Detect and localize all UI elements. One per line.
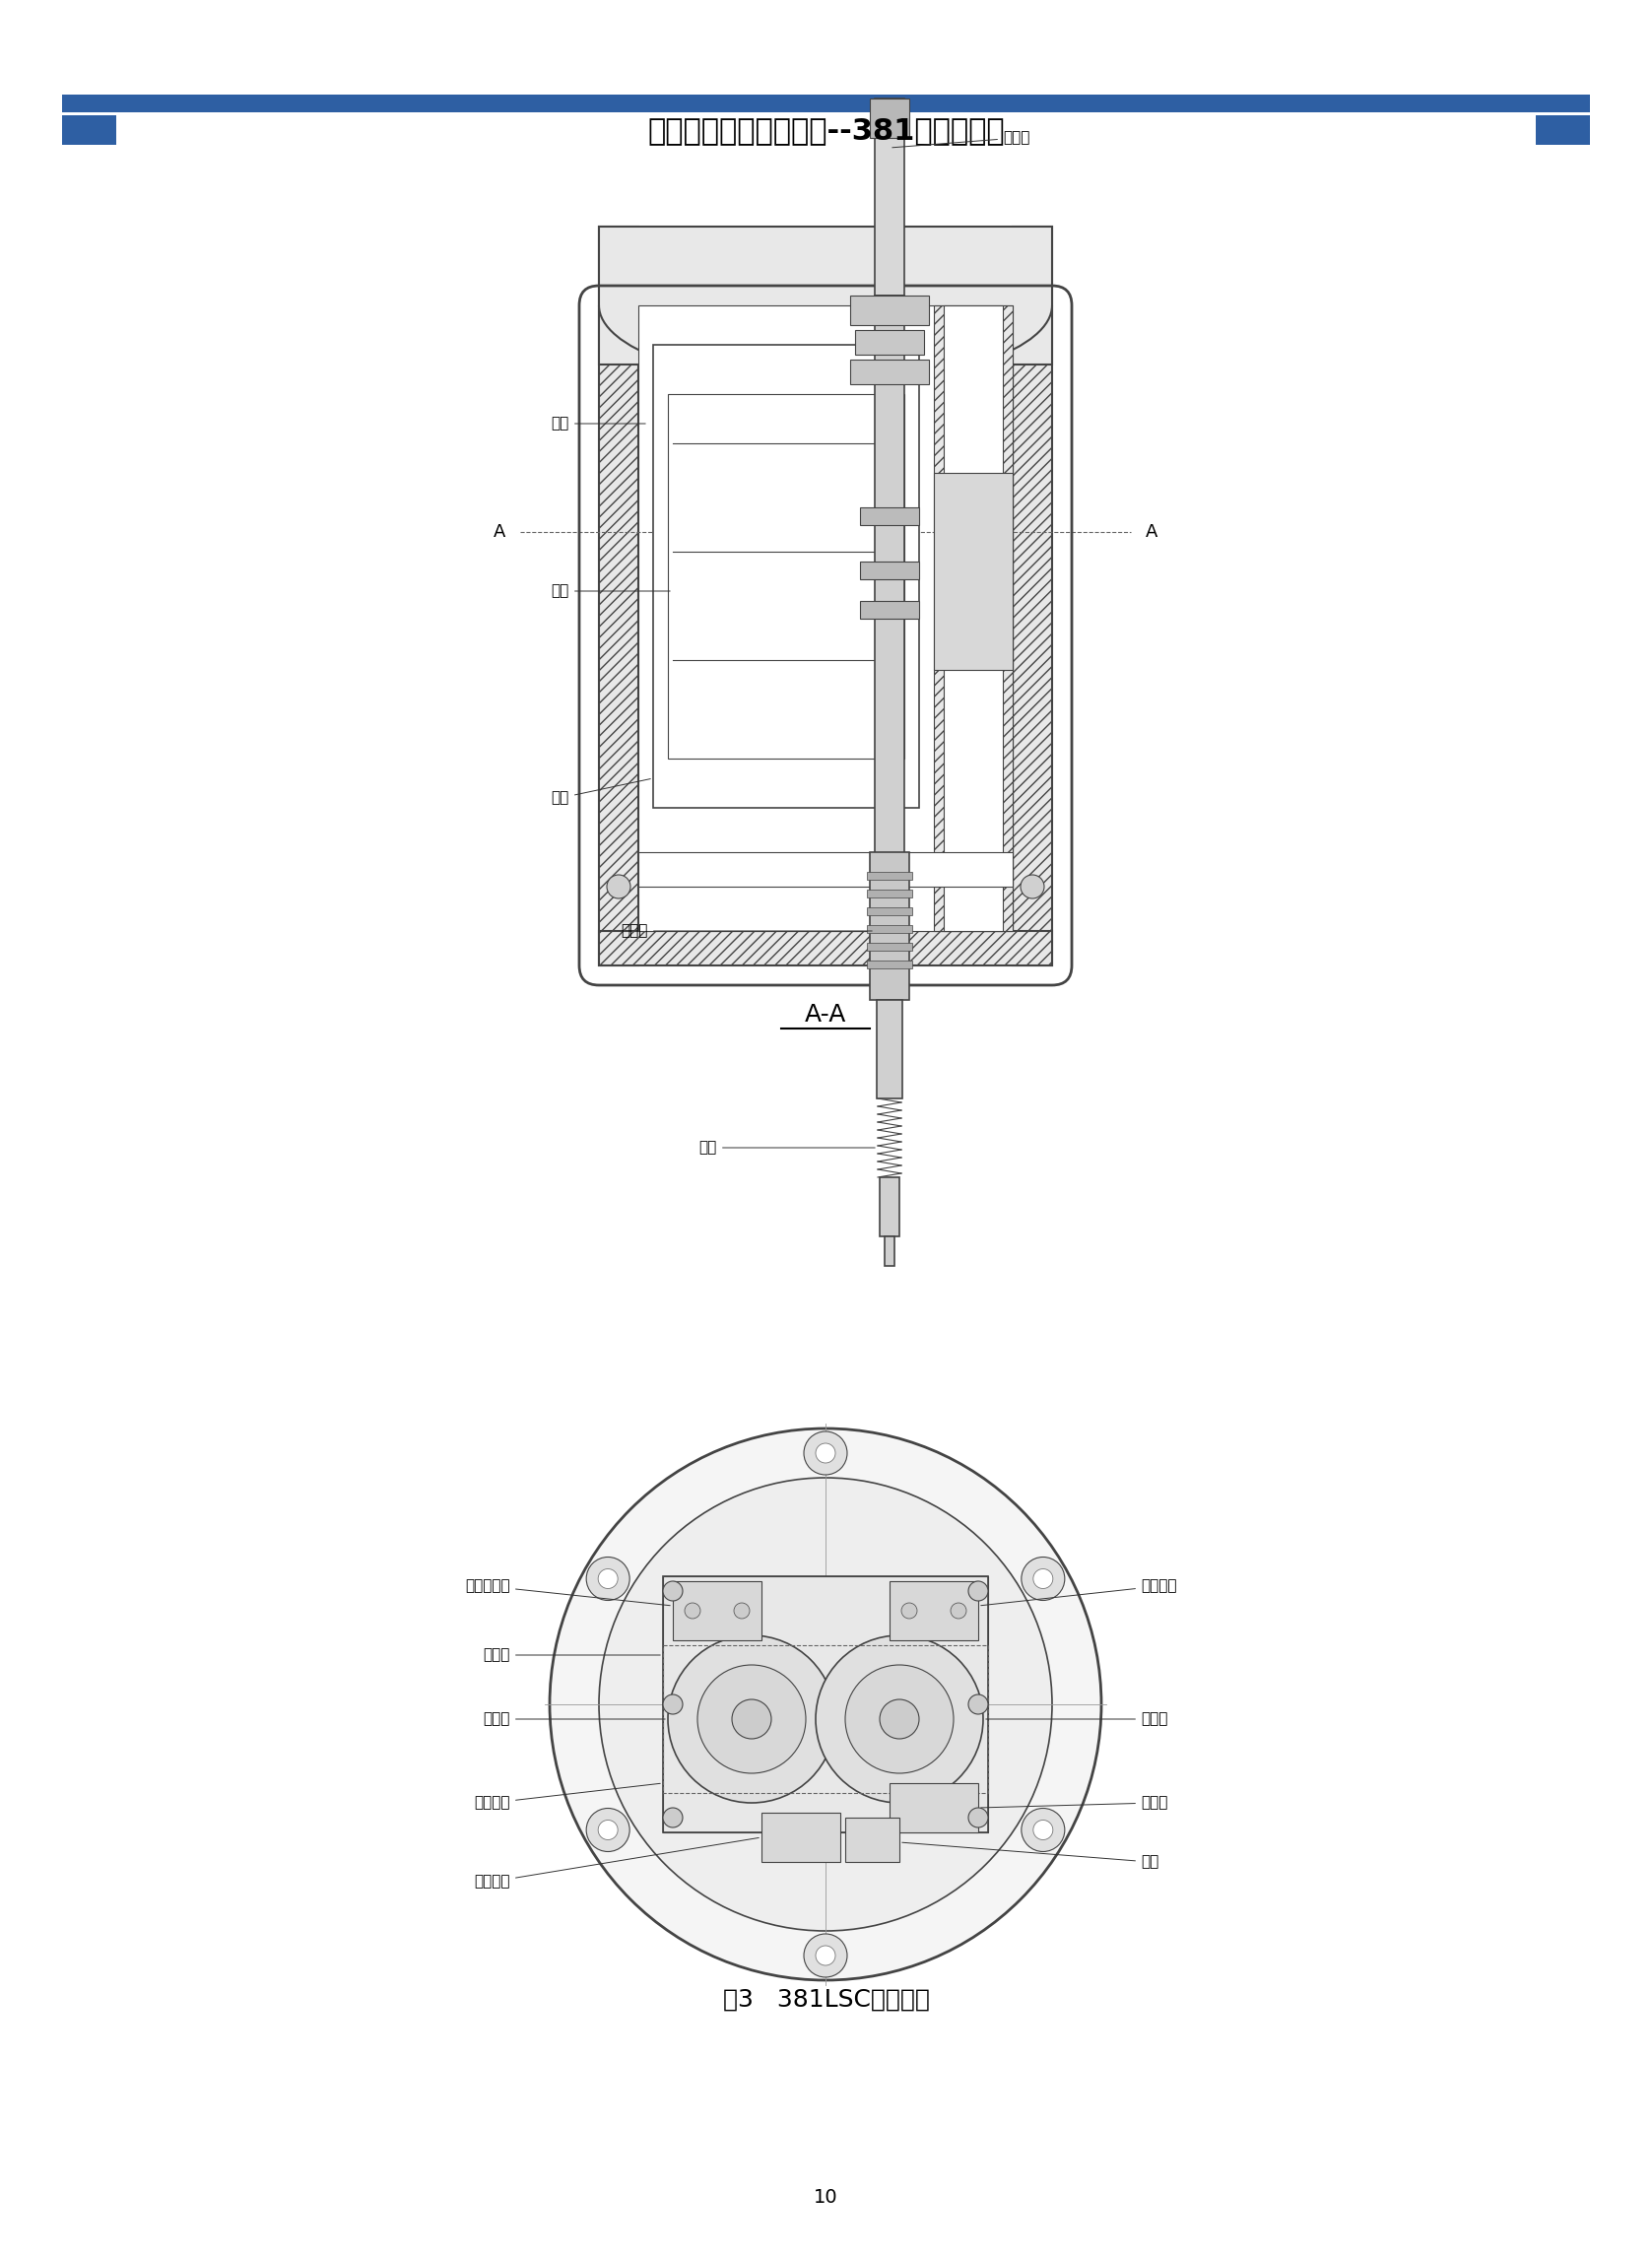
Bar xyxy=(943,305,1003,930)
Text: 驱动轮: 驱动轮 xyxy=(484,1711,666,1727)
Bar xyxy=(600,930,1052,966)
Bar xyxy=(877,1000,902,1099)
Bar xyxy=(1013,226,1052,966)
Circle shape xyxy=(816,1636,983,1803)
Circle shape xyxy=(1021,876,1044,898)
Bar xyxy=(662,1645,988,1792)
Bar xyxy=(762,1812,841,1862)
Text: 电机: 电机 xyxy=(552,585,671,598)
Bar xyxy=(867,907,912,914)
Circle shape xyxy=(1021,1557,1066,1600)
Bar xyxy=(851,359,928,384)
Circle shape xyxy=(968,1695,988,1713)
Bar xyxy=(600,226,638,966)
Bar xyxy=(63,115,116,144)
Circle shape xyxy=(667,1636,836,1803)
Circle shape xyxy=(598,1569,618,1589)
Circle shape xyxy=(662,1808,682,1828)
Bar xyxy=(867,871,912,880)
Circle shape xyxy=(1032,1569,1052,1589)
Circle shape xyxy=(902,1602,917,1618)
Text: 手动轴: 手动轴 xyxy=(892,131,1029,147)
Text: 接线柱: 接线柱 xyxy=(484,1648,661,1663)
Circle shape xyxy=(586,1557,629,1600)
Circle shape xyxy=(586,1808,629,1851)
Bar xyxy=(867,943,912,950)
Bar xyxy=(638,305,1013,930)
Circle shape xyxy=(550,1429,1102,1979)
Bar xyxy=(876,99,904,296)
FancyBboxPatch shape xyxy=(600,226,1052,366)
Circle shape xyxy=(662,1582,682,1600)
Text: 输出轴: 输出轴 xyxy=(621,923,872,939)
Text: 限位开关: 限位开关 xyxy=(981,1578,1176,1605)
Text: 弹簧: 弹簧 xyxy=(699,1140,876,1156)
Bar xyxy=(672,1582,762,1641)
Bar xyxy=(889,1783,978,1833)
Circle shape xyxy=(733,1602,750,1618)
Bar xyxy=(638,853,1013,887)
Text: 10: 10 xyxy=(814,2187,838,2207)
Text: 扼流圈: 扼流圈 xyxy=(981,1797,1168,1810)
Bar xyxy=(861,600,919,618)
Bar xyxy=(876,296,904,984)
Circle shape xyxy=(805,1431,847,1474)
Circle shape xyxy=(732,1700,771,1738)
Bar xyxy=(846,1817,899,1862)
Text: 精密电位器: 精密电位器 xyxy=(466,1578,671,1605)
Circle shape xyxy=(805,1934,847,1977)
Text: 护罩: 护罩 xyxy=(552,415,646,431)
Bar xyxy=(879,1178,899,1237)
Text: 被动轮: 被动轮 xyxy=(986,1711,1168,1727)
Bar xyxy=(871,853,909,1000)
Circle shape xyxy=(1021,1808,1066,1851)
Text: 图3   381LSC型执行器: 图3 381LSC型执行器 xyxy=(722,1988,930,2011)
Bar xyxy=(653,345,919,808)
Bar xyxy=(884,1237,894,1266)
Text: 电动单座调节阀执行器--381电动执行器: 电动单座调节阀执行器--381电动执行器 xyxy=(648,117,1004,144)
Bar xyxy=(856,330,923,354)
Text: A: A xyxy=(1146,524,1158,542)
Circle shape xyxy=(950,1602,966,1618)
Text: A: A xyxy=(494,524,506,542)
Bar xyxy=(851,296,928,325)
Bar xyxy=(933,474,1013,670)
Text: 壳体: 壳体 xyxy=(552,779,651,806)
Bar xyxy=(667,395,904,758)
Bar xyxy=(867,961,912,968)
Bar xyxy=(889,1582,978,1641)
Circle shape xyxy=(598,1819,618,1839)
Circle shape xyxy=(816,1946,836,1966)
Circle shape xyxy=(816,1442,836,1463)
Text: 同步皮带: 同步皮带 xyxy=(474,1783,661,1810)
Bar xyxy=(662,1575,988,1833)
Circle shape xyxy=(600,1478,1052,1932)
Bar xyxy=(933,305,1013,930)
Circle shape xyxy=(1032,1819,1052,1839)
Bar xyxy=(662,1575,988,1833)
Bar xyxy=(861,562,919,580)
Bar xyxy=(867,925,912,932)
Bar xyxy=(1536,115,1589,144)
Circle shape xyxy=(846,1666,953,1774)
Circle shape xyxy=(697,1666,806,1774)
Circle shape xyxy=(968,1582,988,1600)
Circle shape xyxy=(606,876,631,898)
Circle shape xyxy=(662,1695,682,1713)
Text: 电容: 电容 xyxy=(902,1842,1158,1869)
Text: 反馈模块: 反馈模块 xyxy=(474,1837,758,1889)
Bar xyxy=(867,889,912,898)
Circle shape xyxy=(879,1700,919,1738)
Bar xyxy=(63,95,1589,113)
Text: A-A: A-A xyxy=(805,1002,846,1027)
Circle shape xyxy=(684,1602,700,1618)
Circle shape xyxy=(968,1808,988,1828)
Bar xyxy=(871,99,909,138)
Bar xyxy=(861,508,919,526)
